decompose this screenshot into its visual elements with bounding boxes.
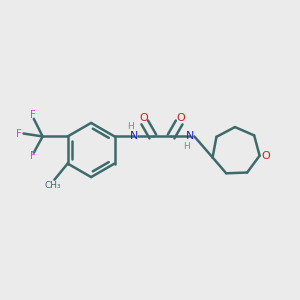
Text: O: O [176, 113, 185, 123]
Text: N: N [186, 131, 195, 141]
Text: O: O [139, 113, 148, 123]
Text: F: F [16, 128, 22, 139]
Text: N: N [130, 131, 138, 141]
Text: F: F [30, 110, 36, 120]
Text: CH₃: CH₃ [45, 181, 62, 190]
Text: F: F [30, 152, 36, 161]
Text: H: H [183, 142, 190, 151]
Text: O: O [262, 151, 271, 161]
Text: H: H [127, 122, 134, 131]
